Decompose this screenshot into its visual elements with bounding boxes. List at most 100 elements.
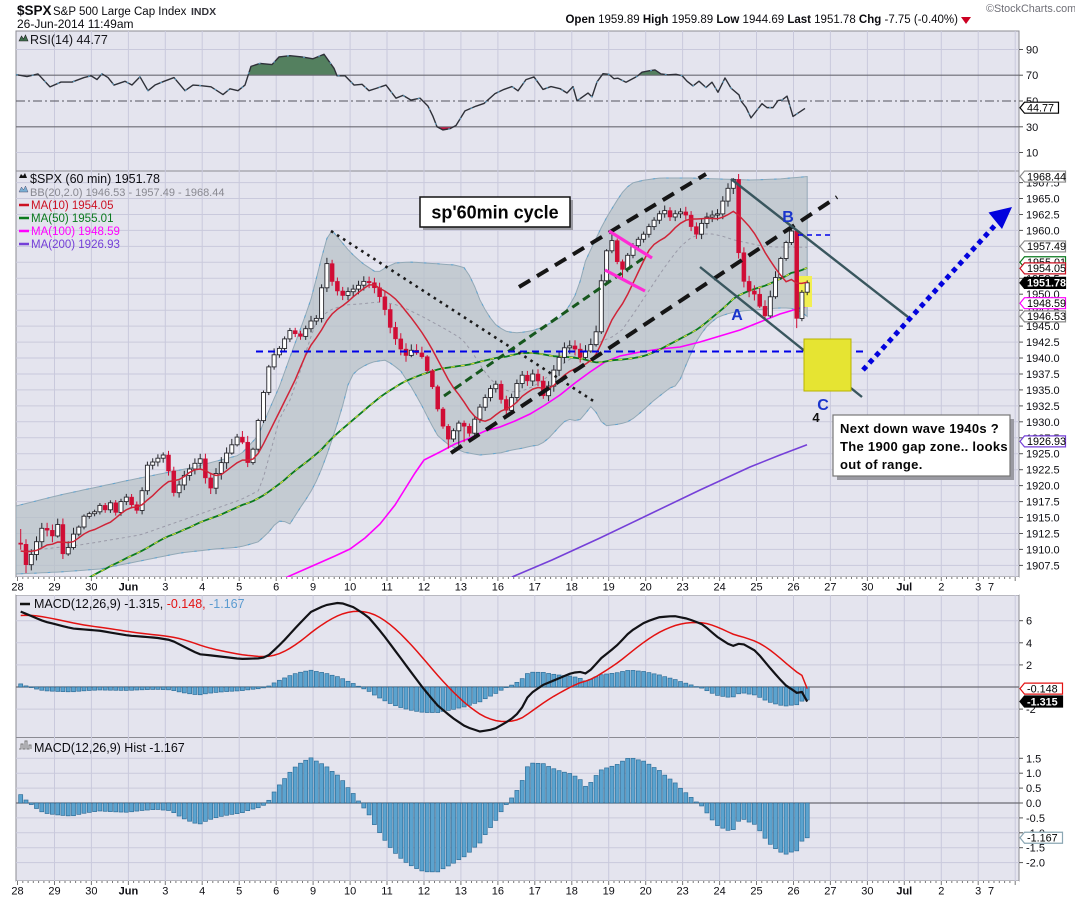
svg-text:BB(20,2.0) 1946.53 - 1957.49 -: BB(20,2.0) 1946.53 - 1957.49 - 1968.44 xyxy=(30,187,224,199)
svg-text:1920.0: 1920.0 xyxy=(1026,481,1060,493)
svg-text:0.0: 0.0 xyxy=(1026,798,1041,810)
svg-text:1960.0: 1960.0 xyxy=(1026,225,1060,237)
svg-text:S&P 500 Large Cap Index: S&P 500 Large Cap Index xyxy=(53,6,187,18)
svg-text:10: 10 xyxy=(344,582,356,594)
svg-text:out of range.: out of range. xyxy=(840,457,923,472)
svg-text:1922.5: 1922.5 xyxy=(1026,465,1060,477)
svg-text:16: 16 xyxy=(492,886,504,897)
svg-text:26-Jun-2014 11:49am: 26-Jun-2014 11:49am xyxy=(17,17,134,31)
svg-text:13: 13 xyxy=(455,582,467,594)
svg-text:MACD(12,26,9) -1.315, -0.148,: MACD(12,26,9) -1.315, -0.148, -1.167 xyxy=(34,597,245,611)
svg-text:10: 10 xyxy=(344,886,356,897)
svg-text:30: 30 xyxy=(861,886,873,897)
svg-text:B: B xyxy=(782,209,794,226)
svg-text:3: 3 xyxy=(975,886,981,897)
svg-text:1946.53: 1946.53 xyxy=(1027,311,1066,323)
svg-text:MACD(12,26,9) Hist -1.167: MACD(12,26,9) Hist -1.167 xyxy=(34,741,185,755)
svg-text:-2: -2 xyxy=(1026,704,1036,716)
svg-text:MA(50) 1955.01: MA(50) 1955.01 xyxy=(31,213,113,225)
svg-text:24: 24 xyxy=(713,886,725,897)
svg-text:30: 30 xyxy=(85,582,97,594)
svg-text:9: 9 xyxy=(310,582,316,594)
svg-text:16: 16 xyxy=(492,582,504,594)
svg-text:1926.93: 1926.93 xyxy=(1027,436,1066,448)
svg-text:7: 7 xyxy=(988,886,994,897)
svg-text:-1.315: -1.315 xyxy=(1027,696,1058,708)
svg-text:1951.78: 1951.78 xyxy=(1027,278,1066,290)
svg-text:30: 30 xyxy=(861,582,873,594)
svg-text:1935.0: 1935.0 xyxy=(1026,385,1060,397)
svg-text:29: 29 xyxy=(48,582,60,594)
svg-text:1945.0: 1945.0 xyxy=(1026,321,1060,333)
svg-text:$SPX: $SPX xyxy=(17,3,52,18)
svg-text:6: 6 xyxy=(273,886,279,897)
svg-text:1917.5: 1917.5 xyxy=(1026,497,1060,509)
svg-text:-0.5: -0.5 xyxy=(1026,813,1045,825)
svg-text:1957.49: 1957.49 xyxy=(1027,241,1066,253)
svg-text:6: 6 xyxy=(1026,616,1032,628)
svg-text:26: 26 xyxy=(787,582,799,594)
svg-text:12: 12 xyxy=(418,582,430,594)
svg-text:10: 10 xyxy=(1026,148,1038,160)
svg-text:25: 25 xyxy=(750,886,762,897)
svg-text:3: 3 xyxy=(975,582,981,594)
svg-text:11: 11 xyxy=(381,886,392,897)
svg-text:17: 17 xyxy=(529,582,541,594)
svg-text:7: 7 xyxy=(988,582,994,594)
svg-text:MA(100) 1948.59: MA(100) 1948.59 xyxy=(31,226,120,238)
svg-text:9: 9 xyxy=(310,886,316,897)
svg-text:A: A xyxy=(731,307,743,324)
svg-text:1942.5: 1942.5 xyxy=(1026,337,1060,349)
svg-text:5: 5 xyxy=(236,582,242,594)
svg-text:23: 23 xyxy=(676,582,688,594)
svg-text:27: 27 xyxy=(824,582,836,594)
svg-text:17: 17 xyxy=(529,886,541,897)
svg-text:2: 2 xyxy=(938,886,944,897)
svg-text:1954.05: 1954.05 xyxy=(1027,263,1066,275)
svg-text:20: 20 xyxy=(640,582,652,594)
svg-text:-2.0: -2.0 xyxy=(1026,858,1045,870)
svg-text:-0.148: -0.148 xyxy=(1027,683,1058,695)
svg-text:1940.0: 1940.0 xyxy=(1026,353,1060,365)
svg-text:Jun: Jun xyxy=(119,886,139,897)
svg-text:24: 24 xyxy=(713,582,725,594)
svg-text:RSI(14) 44.77: RSI(14) 44.77 xyxy=(30,33,108,47)
svg-text:28: 28 xyxy=(11,582,23,594)
svg-text:11: 11 xyxy=(381,582,392,594)
svg-text:5: 5 xyxy=(236,886,242,897)
svg-text:4: 4 xyxy=(199,886,205,897)
svg-text:1912.5: 1912.5 xyxy=(1026,529,1060,541)
svg-text:70: 70 xyxy=(1026,70,1038,82)
svg-text:30: 30 xyxy=(1026,122,1038,134)
svg-text:1937.5: 1937.5 xyxy=(1026,369,1060,381)
svg-text:25: 25 xyxy=(750,582,762,594)
svg-text:Next down wave 1940s ?: Next down wave 1940s ? xyxy=(840,421,999,436)
svg-text:18: 18 xyxy=(566,582,578,594)
svg-text:1965.0: 1965.0 xyxy=(1026,194,1060,206)
svg-text:C: C xyxy=(817,397,829,414)
svg-text:27: 27 xyxy=(824,886,836,897)
svg-text:20: 20 xyxy=(640,886,652,897)
svg-text:13: 13 xyxy=(455,886,467,897)
svg-text:Jun: Jun xyxy=(119,582,139,594)
svg-text:-1.167: -1.167 xyxy=(1027,833,1058,845)
svg-text:4: 4 xyxy=(199,582,205,594)
svg-text:44.77: 44.77 xyxy=(1027,103,1054,115)
svg-text:19: 19 xyxy=(603,582,615,594)
svg-text:The 1900 gap zone.. looks: The 1900 gap zone.. looks xyxy=(840,439,1008,454)
svg-text:sp'60min cycle: sp'60min cycle xyxy=(431,203,558,223)
svg-text:29: 29 xyxy=(48,886,60,897)
svg-text:23: 23 xyxy=(676,886,688,897)
svg-text:28: 28 xyxy=(11,886,23,897)
svg-text:1.0: 1.0 xyxy=(1026,768,1041,780)
svg-text:19: 19 xyxy=(603,886,615,897)
svg-text:Jul: Jul xyxy=(896,886,912,897)
svg-text:Jul: Jul xyxy=(896,582,912,594)
svg-text:90: 90 xyxy=(1026,45,1038,57)
svg-text:$SPX (60 min) 1951.78: $SPX (60 min) 1951.78 xyxy=(30,172,160,186)
svg-text:30: 30 xyxy=(85,886,97,897)
svg-text:2: 2 xyxy=(1026,660,1032,672)
svg-text:1910.0: 1910.0 xyxy=(1026,544,1060,556)
svg-text:1915.0: 1915.0 xyxy=(1026,513,1060,525)
svg-text:MA(10) 1954.05: MA(10) 1954.05 xyxy=(31,200,113,212)
